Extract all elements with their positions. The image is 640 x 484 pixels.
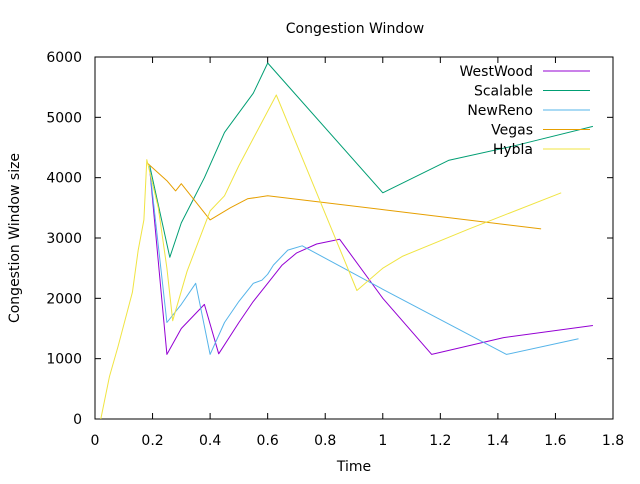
- y-tick-label: 0: [73, 412, 82, 428]
- y-axis-label: Congestion Window size: [7, 153, 23, 323]
- legend-label: Scalable: [474, 84, 533, 100]
- series-layer: [100, 62, 594, 420]
- axis-ticks: 0 0.2 0.4 0.6 0.8 1 1.2 1.4 1.6 1.8 0 1000 2000 3000 4…: [46, 50, 624, 449]
- x-tick-label: 1.2: [429, 433, 451, 449]
- x-tick-label: 1.4: [487, 433, 509, 449]
- series-line-newreno: [149, 168, 579, 355]
- legend-label: NewReno: [467, 103, 533, 119]
- y-tick-label: 1000: [46, 352, 82, 368]
- x-tick-label: 0.4: [199, 433, 221, 449]
- plot-frame: [94, 56, 614, 420]
- series-line-vegas: [146, 162, 542, 230]
- series-line-hybla: [100, 94, 562, 420]
- x-axis-label: Time: [336, 459, 371, 475]
- x-tick-label: 0.8: [314, 433, 336, 449]
- legend-label: WestWood: [460, 64, 533, 80]
- series-line-westwood: [149, 168, 593, 355]
- chart-title: Congestion Window: [286, 21, 424, 37]
- legend-label: Vegas: [491, 123, 533, 139]
- legend: WestWood Scalable NewReno Vegas Hybla: [460, 64, 590, 158]
- y-tick-label: 2000: [46, 291, 82, 307]
- x-tick-label: 0: [91, 433, 100, 449]
- x-tick-label: 0.2: [141, 433, 163, 449]
- y-tick-label: 3000: [46, 231, 82, 247]
- x-tick-label: 1: [378, 433, 387, 449]
- y-tick-label: 4000: [46, 171, 82, 187]
- y-tick-label: 6000: [46, 50, 82, 66]
- series-line-scalable: [149, 62, 594, 258]
- x-tick-label: 1.8: [602, 433, 624, 449]
- x-tick-label: 1.6: [544, 433, 566, 449]
- legend-label: Hybla: [493, 142, 533, 158]
- y-tick-label: 5000: [46, 110, 82, 126]
- x-tick-label: 0.6: [257, 433, 279, 449]
